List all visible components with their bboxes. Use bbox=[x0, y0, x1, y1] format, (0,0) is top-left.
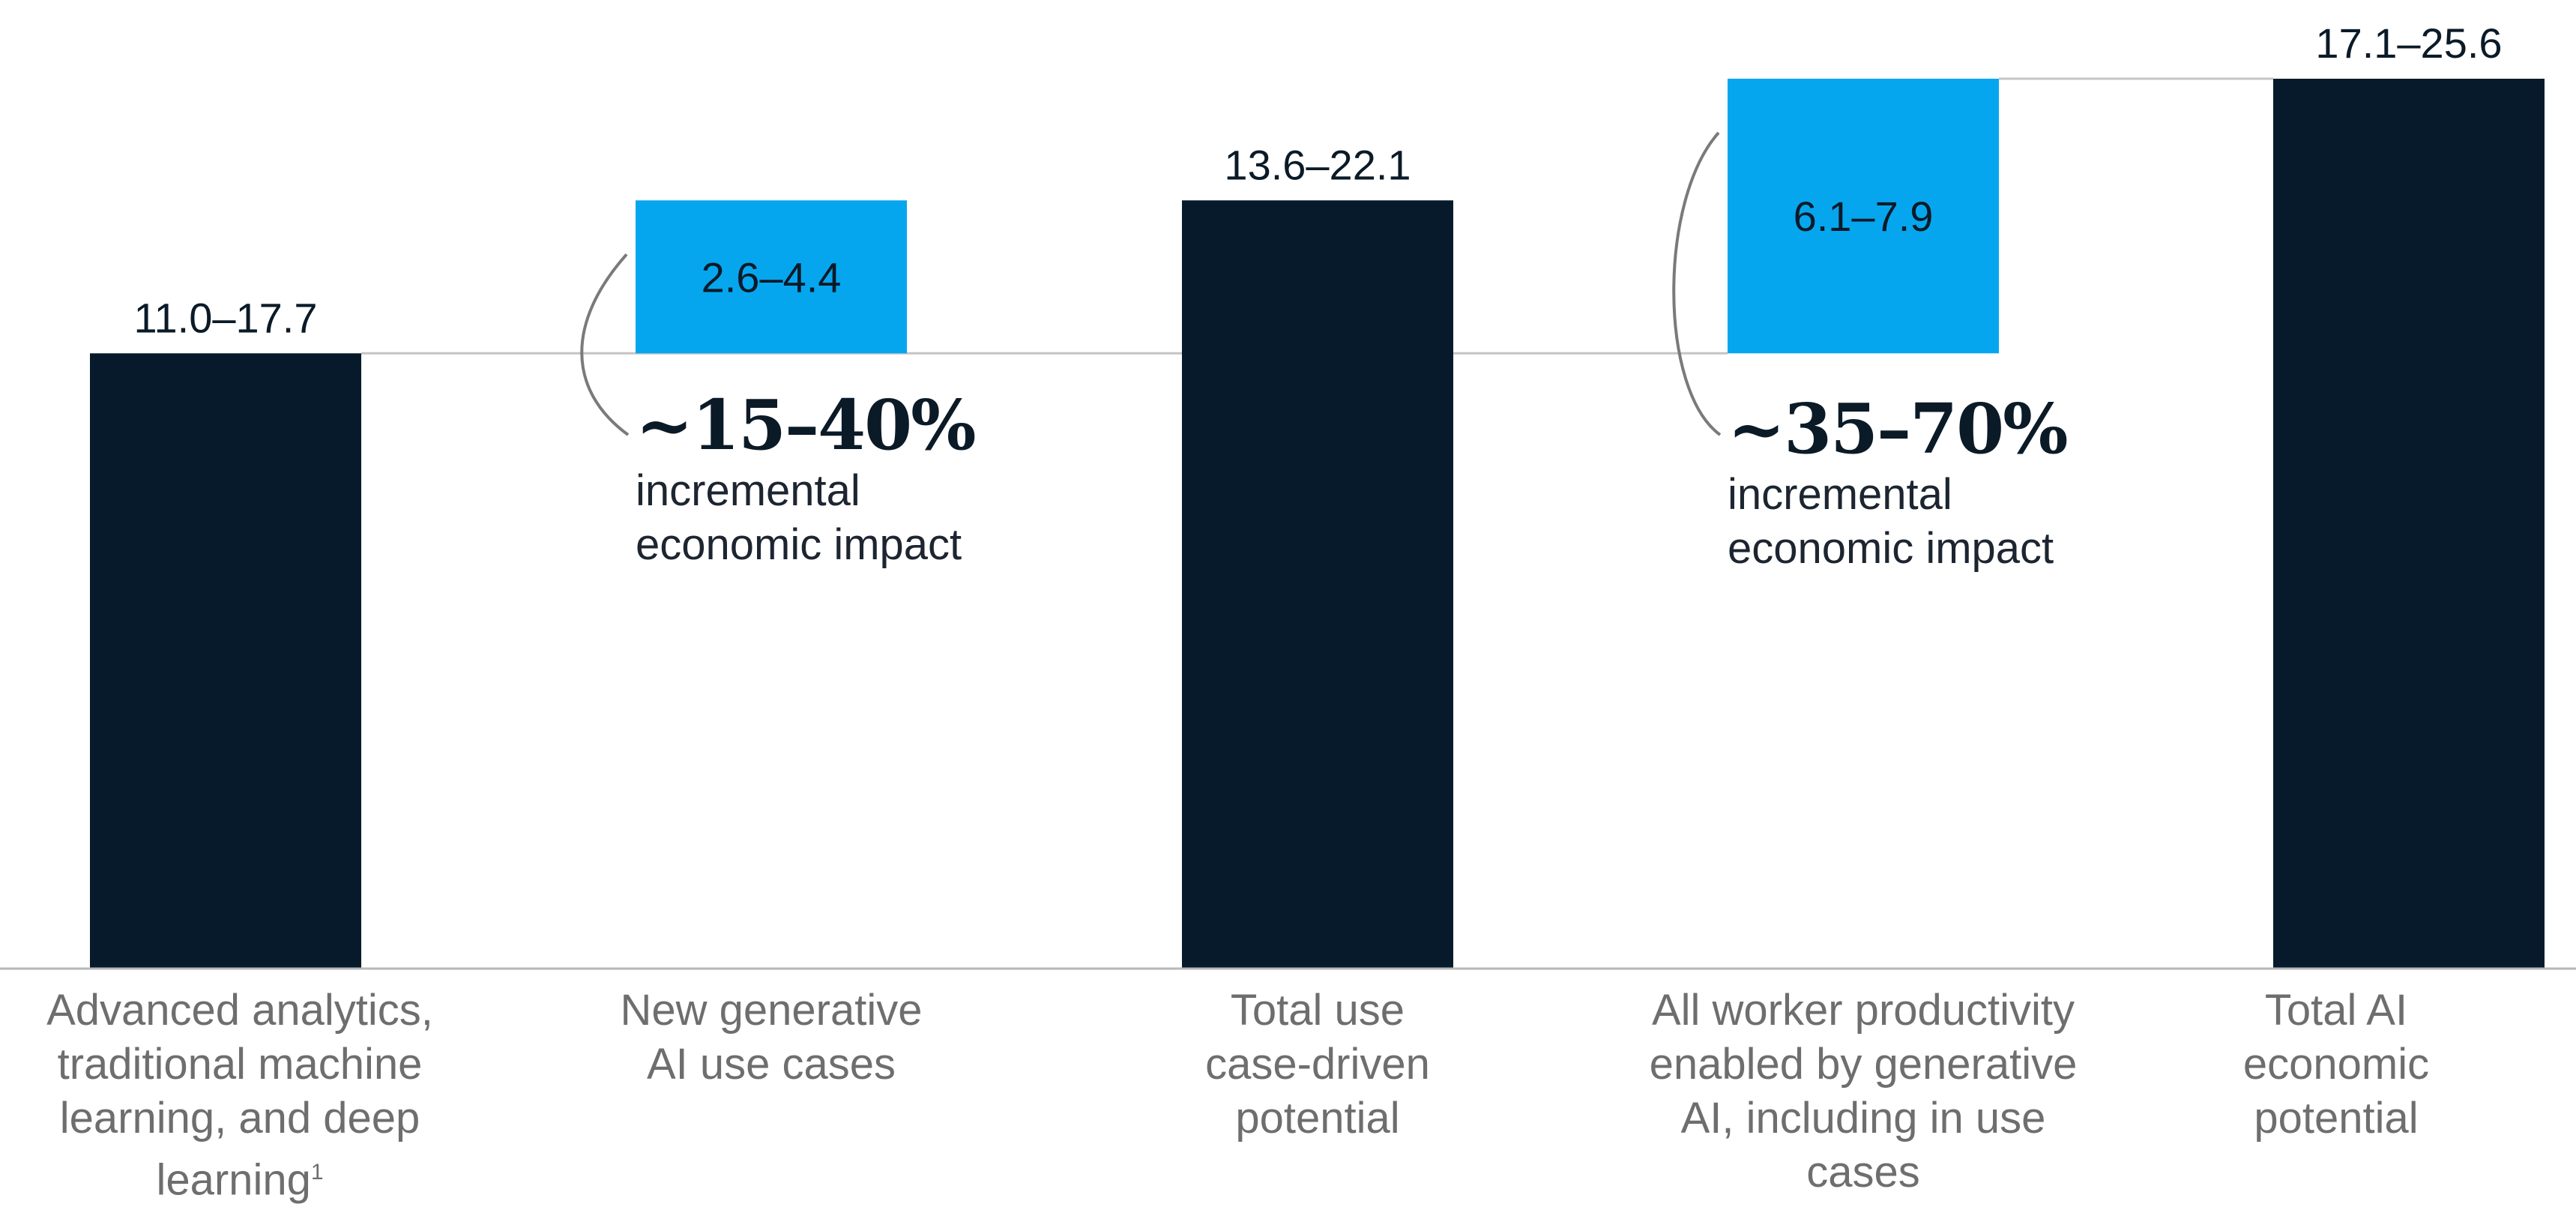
total-bar bbox=[90, 353, 361, 969]
category-label-line: All worker productivity bbox=[1651, 986, 2075, 1035]
callout-text-line: incremental bbox=[636, 466, 860, 515]
category-label-line: New generative bbox=[620, 986, 923, 1035]
callout-percentage: ~15–40% bbox=[636, 385, 977, 466]
increment-bar bbox=[1728, 79, 1999, 354]
callout-percentage: ~35–70% bbox=[1728, 388, 2069, 469]
value-label: 13.6–22.1 bbox=[1224, 141, 1411, 188]
bracket-curve bbox=[580, 253, 630, 436]
callout-text-line: incremental bbox=[1728, 470, 1952, 519]
callout-worker-productivity: ~35–70% incremental economic impact bbox=[1728, 388, 2069, 576]
category-label-line: economic bbox=[2242, 1040, 2430, 1089]
category-label: New generative AI use cases bbox=[531, 984, 1011, 1092]
category-label: Advanced analytics, traditional machine le… bbox=[0, 984, 480, 1207]
value-label: 17.1–25.6 bbox=[2315, 19, 2502, 67]
category-label-line: learning, and deep bbox=[59, 1094, 420, 1143]
category-label-line: AI, including in use bbox=[1680, 1094, 2046, 1143]
category-label-line: potential bbox=[2254, 1094, 2419, 1143]
category-label-line: enabled by generative bbox=[1649, 1040, 2078, 1089]
footnote-marker: 1 bbox=[310, 1160, 324, 1185]
category-label-line: case-driven bbox=[1205, 1040, 1430, 1089]
category-label-line: AI use cases bbox=[646, 1040, 896, 1089]
bracket-curve bbox=[1672, 131, 1722, 436]
callout-text-line: economic impact bbox=[1728, 524, 2054, 573]
category-label: Total AI economic potential bbox=[2096, 984, 2576, 1146]
category-label-line: Total use bbox=[1230, 986, 1405, 1035]
category-label-line: Advanced analytics, bbox=[46, 986, 433, 1035]
brackets bbox=[580, 131, 1722, 436]
category-label: Total use case-driven potential bbox=[1078, 984, 1557, 1146]
category-label-line: traditional machine bbox=[57, 1040, 423, 1089]
category-label-line: potential bbox=[1235, 1094, 1400, 1143]
category-label-line: learning1 bbox=[156, 1155, 324, 1205]
value-label: 2.6–4.4 bbox=[702, 253, 842, 301]
value-label: 11.0–17.7 bbox=[134, 294, 318, 341]
value-labels: 11.0–17.7 2.6–4.4 13.6–22.1 6.1–7.9 17.1–25.… bbox=[134, 19, 2503, 341]
category-label: All worker productivity enabled by genera… bbox=[1623, 984, 2103, 1200]
callout-text-line: economic impact bbox=[636, 520, 962, 569]
value-label: 6.1–7.9 bbox=[1794, 193, 1934, 240]
total-bar bbox=[1182, 200, 1453, 969]
increment-bar bbox=[636, 200, 907, 354]
bars bbox=[90, 79, 2545, 969]
category-label-line: Total AI bbox=[2264, 986, 2408, 1035]
total-bar bbox=[2273, 79, 2545, 969]
callout-generative-use-cases: ~15–40% incremental economic impact bbox=[636, 385, 977, 572]
category-label-line: cases bbox=[1806, 1148, 1920, 1197]
